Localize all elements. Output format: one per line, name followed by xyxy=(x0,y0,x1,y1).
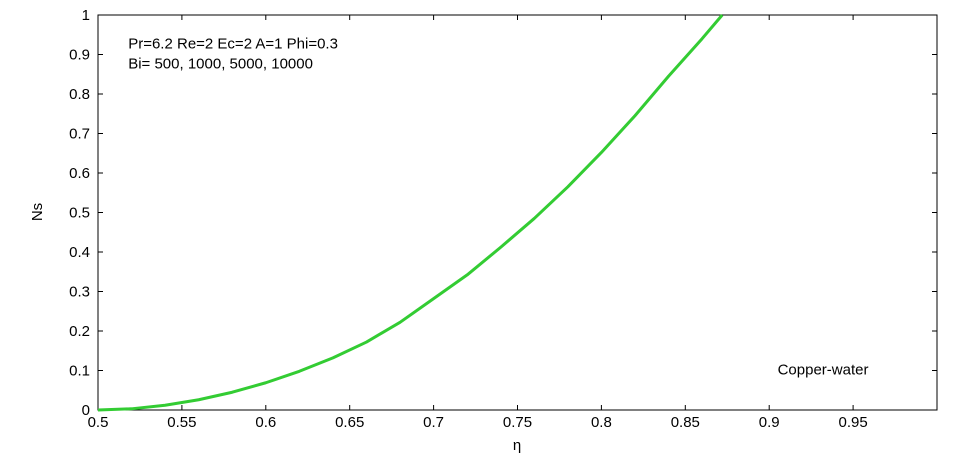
y-tick-label: 0.5 xyxy=(69,205,90,222)
annotation-1: Bi= 500, 1000, 5000, 10000 xyxy=(128,55,313,72)
x-tick-label: 0.5 xyxy=(88,414,109,431)
y-tick-label: 0.4 xyxy=(69,244,90,261)
x-tick-label: 0.55 xyxy=(167,414,196,431)
x-tick-label: 0.65 xyxy=(335,414,364,431)
annotations: Pr=6.2 Re=2 Ec=2 A=1 Phi=0.3 Bi= 500, 100… xyxy=(128,36,868,379)
tick-labels: 0.5 0.55 0.6 0.65 0.7 0.75 0.8 0.85 0.9 0.95 0 0.1 0… xyxy=(69,7,868,431)
annotation-0: Pr=6.2 Re=2 Ec=2 A=1 Phi=0.3 xyxy=(128,36,338,53)
x-tick-label: 0.95 xyxy=(838,414,867,431)
x-tick-label: 0.7 xyxy=(423,414,444,431)
x-axis-label: η xyxy=(513,437,521,454)
y-tick-label: 0.1 xyxy=(69,363,90,380)
plot-area xyxy=(97,14,938,411)
annotation-2: Copper-water xyxy=(778,361,869,378)
x-tick-label: 0.85 xyxy=(671,414,700,431)
y-tick-label: 0 xyxy=(82,402,90,419)
y-tick-label: 1 xyxy=(82,7,90,24)
y-tick-label: 0.6 xyxy=(69,165,90,182)
x-tick-label: 0.75 xyxy=(503,414,532,431)
y-axis-label: Ns xyxy=(29,203,46,221)
x-tick-label: 0.6 xyxy=(255,414,276,431)
y-tick-label: 0.2 xyxy=(69,323,90,340)
x-tick-label: 0.8 xyxy=(591,414,612,431)
x-tick-label: 0.9 xyxy=(759,414,780,431)
y-tick-label: 0.9 xyxy=(69,47,90,64)
y-tick-label: 0.8 xyxy=(69,86,90,103)
axis-ticks xyxy=(97,14,937,411)
series-group xyxy=(97,14,724,412)
y-tick-label: 0.7 xyxy=(69,126,90,143)
y-tick-label: 0.3 xyxy=(69,284,90,301)
series-line-0 xyxy=(97,14,724,412)
